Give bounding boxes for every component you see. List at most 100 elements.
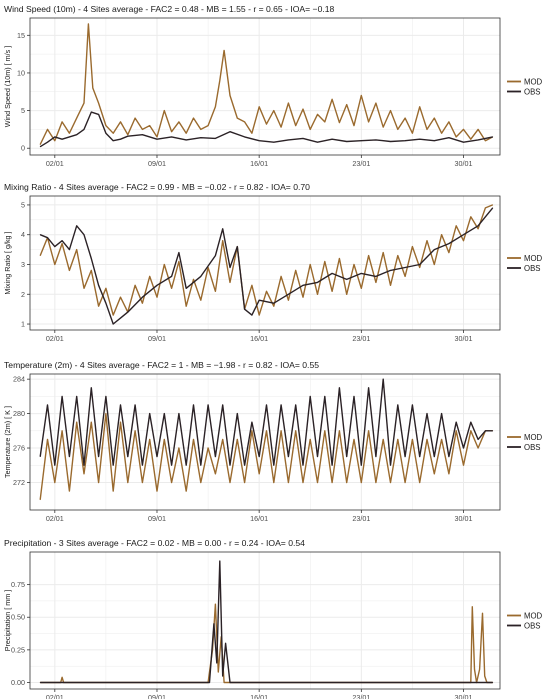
temperature-series-obs-point (295, 404, 297, 406)
precipitation-legend-label-obs: OBS (524, 622, 540, 631)
precipitation-x-tick-label: 02/01 (46, 693, 64, 699)
wind-speed-series-mod-point (105, 125, 107, 127)
temperature-series-obs-point (492, 430, 494, 432)
mixing-ratio-series-obs-point (433, 249, 435, 251)
temperature-y-tick-label: 276 (13, 444, 25, 453)
mixing-ratio-series-obs-point (477, 225, 479, 227)
wind-speed-series-obs-point (120, 138, 121, 140)
temperature-y-tick-label: 272 (13, 478, 25, 487)
temperature-series-mod-point (412, 439, 413, 440)
temperature-series-mod-point (54, 482, 56, 483)
mixing-ratio-series-mod-point (69, 270, 70, 271)
mixing-ratio-series-mod-point (448, 252, 450, 253)
precipitation-series-obs-point (225, 642, 226, 644)
mixing-ratio-series-obs-point (127, 311, 129, 313)
wind-speed-series-mod-point (368, 121, 370, 123)
precipitation-series-obs-point (216, 662, 218, 664)
mixing-ratio-series-obs-point (83, 234, 85, 236)
wind-speed-series-obs-point (127, 135, 129, 137)
wind-speed-series-mod-point (317, 113, 318, 115)
temperature-series-obs-point (76, 395, 78, 397)
mixing-ratio-series-obs-point (39, 234, 41, 236)
temperature-series-mod-point (98, 482, 100, 483)
temperature-series-obs-point (273, 464, 275, 466)
temperature-panel: Temperature (2m) - 4 Sites average - FAC… (3, 360, 543, 523)
wind-speed-series-mod-point (397, 129, 399, 130)
mixing-ratio-series-mod-point (485, 207, 486, 209)
temperature-y-tick-label: 280 (13, 409, 25, 418)
temperature-x-tick-label: 09/01 (148, 514, 166, 523)
temperature-series-mod-point (273, 482, 275, 483)
precipitation-y-tick-label: 0.00 (11, 678, 25, 687)
mixing-ratio-series-obs-point (200, 276, 202, 277)
wind-speed-series-mod-point (229, 95, 231, 96)
precipitation-series-mod-point (223, 682, 225, 683)
temperature-series-mod-point (375, 482, 377, 483)
temperature-series-obs-point (382, 378, 384, 380)
mixing-ratio-series-obs-point (485, 216, 486, 218)
temperature-series-obs-point (470, 421, 472, 423)
mixing-ratio-series-mod-point (477, 228, 479, 230)
mixing-ratio-series-obs-point (273, 302, 275, 304)
temperature-series-obs-point (477, 439, 479, 440)
mixing-ratio-series-mod-point (390, 284, 391, 286)
temperature-series-mod-point (200, 482, 202, 483)
precipitation-frame (29, 551, 501, 690)
precipitation-title: Precipitation - 3 Sites average - FAC2 =… (4, 538, 305, 548)
temperature-series-mod-point (127, 482, 129, 483)
temperature-series-mod-point (90, 421, 92, 423)
mixing-ratio-title: Mixing Ratio - 4 Sites average - FAC2 = … (4, 182, 310, 192)
mixing-ratio-series-obs-point (69, 249, 70, 251)
mixing-ratio-series-obs-point (375, 276, 377, 277)
temperature-legend-label-obs: OBS (524, 443, 540, 452)
temperature-series-obs-point (324, 395, 326, 397)
wind-speed-series-obs-point (54, 136, 56, 138)
wind-speed-series-mod-point (141, 129, 143, 130)
mixing-ratio-series-mod-point (193, 278, 194, 280)
temperature-series-mod-point (149, 439, 151, 440)
mixing-ratio-panel: Mixing Ratio - 4 Sites average - FAC2 = … (3, 182, 543, 343)
temperature-series-obs-point (69, 456, 70, 458)
wind-speed-series-mod-point (134, 117, 136, 119)
temperature-series-mod-point (324, 430, 326, 432)
mixing-ratio-y-tick-label: 1 (21, 320, 25, 329)
temperature-series-mod-point (280, 430, 282, 432)
temperature-series-mod-point (309, 439, 311, 440)
temperature-series-obs-point (309, 395, 311, 397)
mixing-ratio-series-mod-point (200, 299, 202, 301)
wind-speed-series-obs-point (229, 131, 231, 133)
wind-speed-series-mod-point (163, 110, 165, 111)
mixing-ratio-series-mod-point (156, 296, 158, 298)
wind-speed-series-obs-point (375, 139, 377, 141)
wind-speed-series-obs-point (112, 140, 114, 142)
temperature-series-obs-point (390, 464, 391, 466)
wind-speed-series-obs-line (39, 111, 493, 148)
mixing-ratio-series-mod-point (470, 216, 472, 218)
wind-speed-series-mod-point (39, 144, 41, 145)
temperature-series-mod-point (163, 439, 165, 440)
wind-speed-series-obs-point (463, 141, 464, 143)
wind-speed-series-mod-point (178, 121, 180, 123)
wind-speed-series-obs-point (258, 140, 260, 142)
mixing-ratio-series-mod-point (412, 246, 413, 248)
wind-speed-series-obs-point (317, 141, 318, 143)
temperature-series-obs-point (448, 456, 450, 458)
wind-speed-series-obs-point (98, 113, 100, 115)
wind-speed-series-mod-point (214, 106, 216, 108)
wind-speed-y-axis-label: Wind Speed (10m) [ m/s ] (3, 46, 12, 127)
temperature-series-mod-point (178, 447, 180, 449)
mixing-ratio-series-mod-point (120, 296, 121, 298)
temperature-series-obs-point (485, 430, 486, 432)
mixing-ratio-plot-area (30, 196, 500, 330)
mixing-ratio-series-mod-point (98, 305, 100, 307)
temperature-series-mod-point (156, 490, 158, 492)
wind-speed-series-mod-point (236, 117, 238, 119)
mixing-ratio-series-mod-point (251, 284, 253, 286)
mixing-ratio-series-mod-point (112, 314, 114, 316)
mixing-ratio-series-mod-point (404, 276, 406, 277)
wind-speed-series-mod-point (295, 125, 297, 127)
temperature-series-mod-point (441, 439, 443, 440)
wind-speed-series-obs-point (346, 141, 348, 142)
temperature-series-mod-point (397, 439, 399, 440)
wind-speed-series-mod-point (273, 110, 275, 111)
